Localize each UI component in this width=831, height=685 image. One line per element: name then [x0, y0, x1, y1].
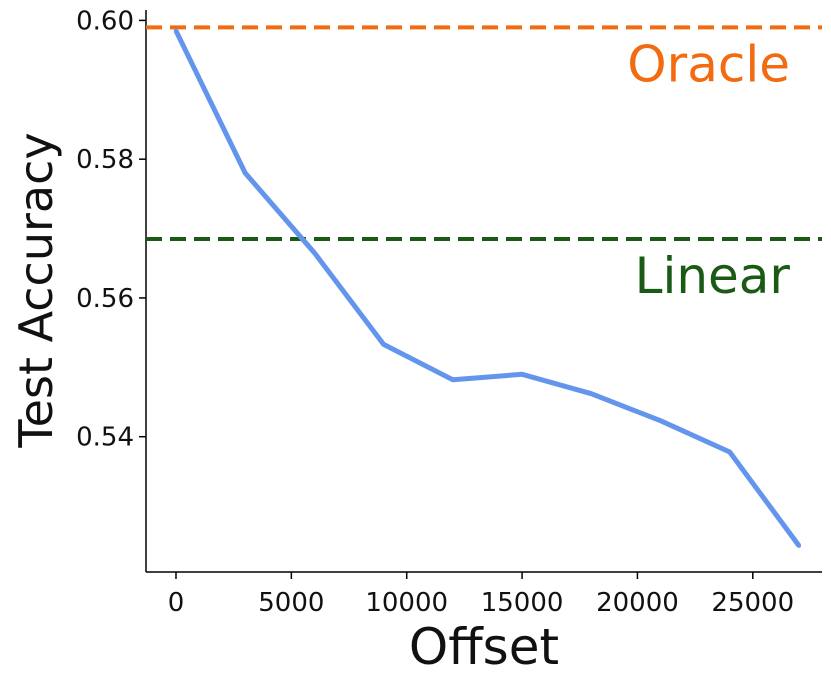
x-axis-title: Offset: [409, 618, 559, 676]
axes: [145, 10, 822, 573]
x-tick-label: 5000: [258, 588, 324, 618]
x-tick-label: 20000: [596, 588, 679, 618]
series-line: [173, 29, 801, 548]
data-point: [450, 377, 456, 383]
oracle-label: Oracle: [627, 35, 790, 93]
data-point: [589, 391, 594, 396]
data-point: [312, 250, 317, 256]
y-tick-label: 0.58: [76, 145, 134, 175]
data-point: [658, 418, 663, 423]
y-tick-label: 0.54: [76, 423, 134, 453]
x-tick-label: 10000: [365, 588, 448, 618]
data-point: [381, 342, 386, 347]
data-point: [519, 372, 525, 377]
y-tick-label: 0.56: [76, 284, 134, 314]
x-ticks: 0 5000 10000 15000 20000 25000: [168, 572, 794, 618]
x-tick-label: 25000: [711, 588, 794, 618]
y-tick-label: 0.60: [76, 6, 134, 36]
data-point: [727, 449, 732, 455]
series-group: [173, 28, 802, 548]
data-point: [243, 170, 248, 176]
y-ticks: 0.54 0.56 0.58 0.60: [76, 6, 146, 453]
x-tick-label: 0: [168, 588, 185, 618]
linear-label: Linear: [635, 247, 791, 305]
data-point: [173, 28, 179, 34]
data-point: [796, 543, 802, 548]
reference-lines: Oracle Linear: [146, 25, 822, 305]
x-tick-label: 15000: [481, 588, 564, 618]
y-axis-title: Test Accuracy: [9, 132, 63, 448]
